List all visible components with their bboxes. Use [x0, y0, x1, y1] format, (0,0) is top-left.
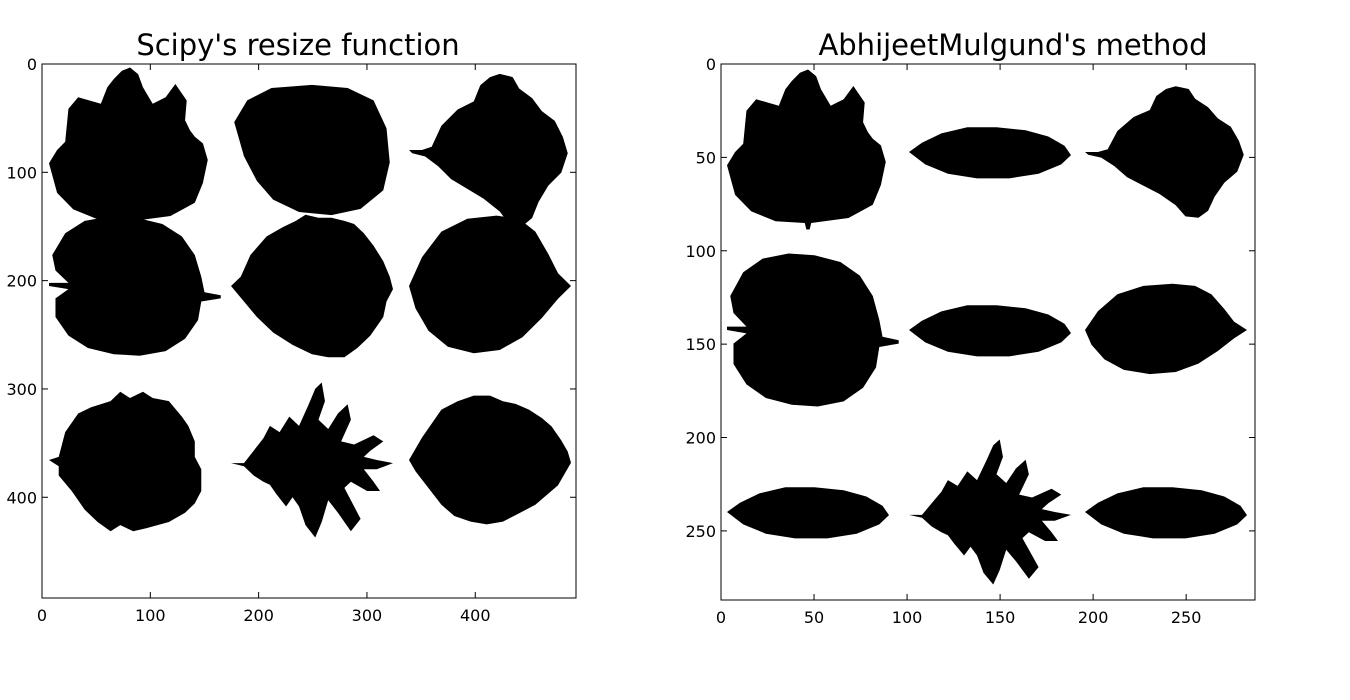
left-axes-frame — [41, 63, 577, 599]
left-panel: Scipy's resize function 0 100 200 300 400 0 10… — [6, 28, 577, 625]
left-ytick-label: 400 — [6, 488, 37, 507]
left-leaf-0-2 — [409, 73, 568, 227]
right-ytick-label: 100 — [685, 242, 716, 261]
right-xtick-label: 200 — [1078, 608, 1109, 627]
left-xtick-label: 400 — [460, 606, 491, 625]
left-image-area — [49, 67, 571, 538]
right-image-area — [727, 69, 1247, 585]
right-leaf-2-0 — [727, 487, 889, 539]
right-leaf-0-1 — [909, 127, 1071, 179]
right-xtick-label: 100 — [892, 608, 923, 627]
right-xtick-label: 250 — [1171, 608, 1202, 627]
left-leaf-1-1 — [231, 214, 393, 358]
right-ticks: 0 50 100 150 200 250 0 50 100 150 200 250 — [685, 55, 1255, 627]
right-axes-frame — [720, 63, 1256, 601]
right-panel: AbhijeetMulgund's method 0 50 100 150 200 250… — [685, 28, 1256, 627]
right-leaf-1-2 — [1085, 283, 1247, 375]
left-ytick-label: 100 — [6, 163, 37, 182]
left-leaf-1-2 — [409, 215, 571, 354]
left-leaf-2-0 — [49, 391, 202, 532]
right-ytick-label: 150 — [685, 335, 716, 354]
right-ytick-label: 0 — [706, 55, 716, 74]
left-leaf-0-1 — [234, 84, 390, 216]
left-leaf-0-0 — [49, 67, 208, 228]
right-chart-title: AbhijeetMulgund's method — [818, 28, 1207, 62]
left-xtick-label: 200 — [243, 606, 274, 625]
right-leaf-0-2 — [1085, 86, 1244, 218]
right-leaf-1-0 — [727, 253, 899, 407]
right-ytick-label: 250 — [685, 522, 716, 541]
right-xtick-label: 50 — [804, 608, 824, 627]
left-ytick-label: 200 — [6, 272, 37, 291]
right-ytick-label: 50 — [696, 148, 716, 167]
left-xtick-label: 0 — [37, 606, 47, 625]
left-ytick-label: 300 — [6, 380, 37, 399]
right-leaf-2-2 — [1085, 487, 1247, 539]
left-xtick-label: 300 — [352, 606, 383, 625]
left-leaf-2-2 — [409, 395, 571, 525]
right-leaf-1-1 — [909, 305, 1071, 357]
left-leaf-1-0 — [49, 216, 221, 356]
right-ytick-label: 200 — [685, 429, 716, 448]
right-xtick-label: 0 — [716, 608, 726, 627]
left-xtick-label: 100 — [135, 606, 166, 625]
right-xtick-label: 150 — [985, 608, 1016, 627]
left-leaf-2-1 — [231, 382, 393, 538]
left-ytick-label: 0 — [27, 55, 37, 74]
right-leaf-0-0 — [727, 69, 886, 230]
left-ticks: 0 100 200 300 400 0 100 200 300 400 — [6, 55, 576, 625]
right-leaf-2-1 — [909, 439, 1071, 585]
left-chart-title: Scipy's resize function — [136, 28, 459, 62]
